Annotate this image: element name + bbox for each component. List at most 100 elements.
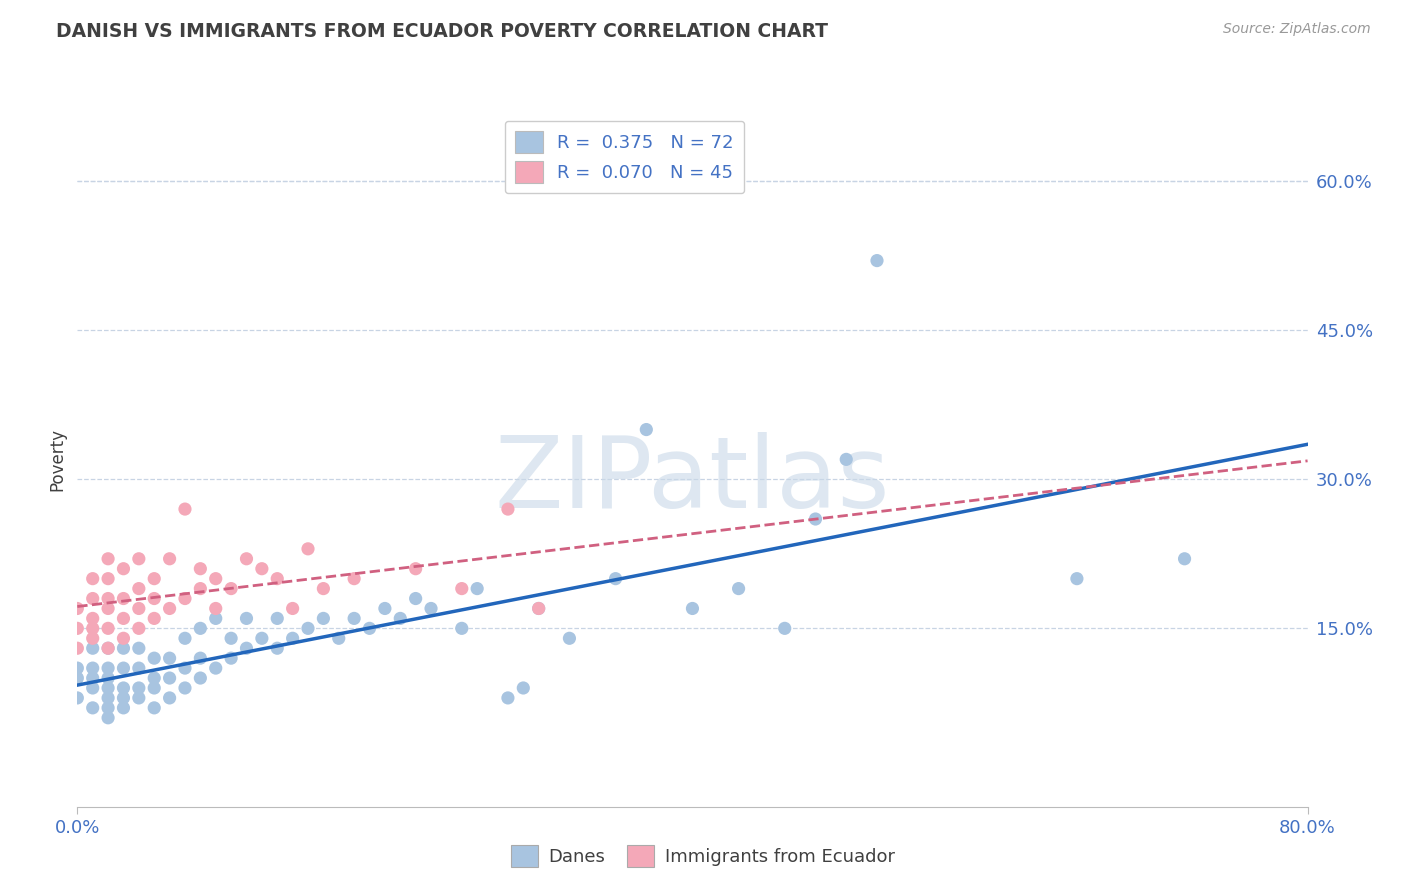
Point	[112, 641, 135, 656]
Point	[420, 601, 443, 615]
Point	[97, 661, 120, 675]
Point	[82, 591, 104, 606]
Point	[636, 423, 658, 437]
Point	[143, 671, 166, 685]
Point	[405, 562, 427, 576]
Point	[527, 601, 550, 615]
Point	[804, 512, 827, 526]
Point	[343, 611, 366, 625]
Point	[112, 632, 135, 646]
Point	[835, 452, 858, 467]
Point	[97, 551, 120, 566]
Legend: R =  0.375   N = 72, R =  0.070   N = 45: R = 0.375 N = 72, R = 0.070 N = 45	[505, 120, 744, 194]
Text: ZIPatlas: ZIPatlas	[495, 432, 890, 529]
Point	[112, 681, 135, 695]
Point	[82, 681, 104, 695]
Point	[219, 632, 242, 646]
Point	[97, 572, 120, 586]
Point	[82, 632, 104, 646]
Point	[281, 601, 304, 615]
Point	[128, 582, 150, 596]
Point	[112, 611, 135, 625]
Point	[128, 641, 150, 656]
Point	[374, 601, 396, 615]
Point	[405, 591, 427, 606]
Point	[174, 591, 197, 606]
Point	[97, 701, 120, 715]
Point	[1066, 572, 1088, 586]
Point	[159, 651, 181, 665]
Point	[112, 690, 135, 705]
Point	[496, 690, 519, 705]
Point	[450, 582, 472, 596]
Point	[112, 562, 135, 576]
Point	[219, 651, 242, 665]
Point	[159, 690, 181, 705]
Point	[66, 601, 89, 615]
Point	[97, 641, 120, 656]
Point	[328, 632, 350, 646]
Point	[174, 661, 197, 675]
Point	[82, 621, 104, 635]
Point	[297, 541, 319, 556]
Point	[143, 701, 166, 715]
Point	[66, 661, 89, 675]
Text: DANISH VS IMMIGRANTS FROM ECUADOR POVERTY CORRELATION CHART: DANISH VS IMMIGRANTS FROM ECUADOR POVERT…	[56, 22, 828, 41]
Point	[112, 701, 135, 715]
Point	[450, 621, 472, 635]
Point	[82, 661, 104, 675]
Point	[727, 582, 749, 596]
Point	[97, 641, 120, 656]
Point	[204, 601, 226, 615]
Point	[219, 582, 242, 596]
Point	[188, 671, 212, 685]
Point	[204, 661, 226, 675]
Point	[97, 690, 120, 705]
Y-axis label: Poverty: Poverty	[48, 428, 66, 491]
Point	[128, 621, 150, 635]
Point	[250, 562, 273, 576]
Point	[82, 572, 104, 586]
Point	[266, 572, 288, 586]
Point	[66, 690, 89, 705]
Point	[773, 621, 796, 635]
Point	[496, 502, 519, 516]
Point	[312, 582, 335, 596]
Point	[143, 651, 166, 665]
Point	[527, 601, 550, 615]
Point	[128, 661, 150, 675]
Point	[128, 681, 150, 695]
Point	[159, 601, 181, 615]
Point	[235, 641, 257, 656]
Point	[235, 611, 257, 625]
Point	[82, 641, 104, 656]
Point	[112, 661, 135, 675]
Point	[512, 681, 534, 695]
Point	[281, 632, 304, 646]
Point	[235, 551, 257, 566]
Point	[204, 611, 226, 625]
Point	[97, 671, 120, 685]
Point	[82, 611, 104, 625]
Point	[97, 711, 120, 725]
Point	[97, 601, 120, 615]
Point	[143, 681, 166, 695]
Point	[359, 621, 381, 635]
Point	[143, 591, 166, 606]
Point	[188, 582, 212, 596]
Point	[605, 572, 627, 586]
Point	[312, 611, 335, 625]
Point	[266, 611, 288, 625]
Point	[143, 611, 166, 625]
Point	[174, 632, 197, 646]
Point	[204, 572, 226, 586]
Point	[143, 572, 166, 586]
Point	[97, 621, 120, 635]
Point	[297, 621, 319, 635]
Point	[97, 591, 120, 606]
Point	[112, 591, 135, 606]
Point	[188, 621, 212, 635]
Point	[250, 632, 273, 646]
Point	[465, 582, 488, 596]
Point	[128, 690, 150, 705]
